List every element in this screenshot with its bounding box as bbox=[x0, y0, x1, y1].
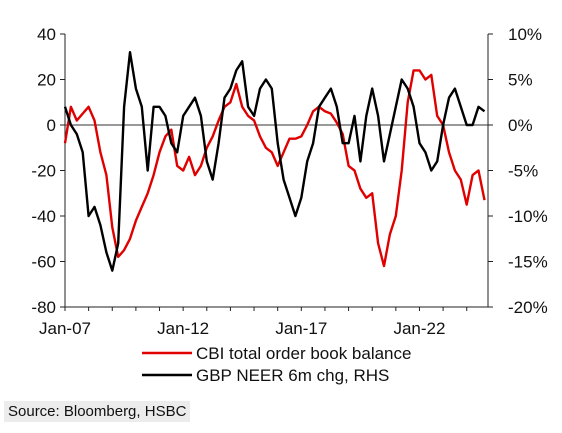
legend: CBI total order book balance GBP NEER 6m … bbox=[142, 344, 411, 385]
right-tick-label: -5% bbox=[508, 162, 538, 181]
series-line-gbp-neer bbox=[63, 51, 486, 272]
left-tick-label: -60 bbox=[31, 253, 56, 272]
right-tick-label: 10% bbox=[508, 25, 542, 44]
right-tick-label: -20% bbox=[508, 298, 548, 317]
left-tick-label: -80 bbox=[31, 298, 56, 317]
legend-label: CBI total order book balance bbox=[196, 344, 411, 363]
left-tick-label: -20 bbox=[31, 162, 56, 181]
right-tick-label: -10% bbox=[508, 207, 548, 226]
legend-label: GBP NEER 6m chg, RHS bbox=[196, 366, 389, 385]
source-note: Source: Bloomberg, HSBC bbox=[4, 401, 191, 422]
left-tick-label: -40 bbox=[31, 207, 56, 226]
x-tick-label: Jan-22 bbox=[393, 319, 445, 338]
x-axis: Jan-07 Jan-12 Jan-17 Jan-22 bbox=[39, 306, 488, 338]
left-tick-label: 0 bbox=[47, 116, 56, 135]
left-tick-label: 40 bbox=[37, 25, 56, 44]
right-y-axis: 10% 5% 0% -5% -10% -15% -20% bbox=[487, 25, 548, 317]
series-line-cbi-order-book bbox=[63, 69, 486, 268]
right-tick-label: 5% bbox=[508, 71, 533, 90]
x-tick-label: Jan-17 bbox=[275, 319, 327, 338]
series-layer bbox=[63, 51, 488, 272]
right-tick-label: -15% bbox=[508, 253, 548, 272]
x-tick-label: Jan-12 bbox=[157, 319, 209, 338]
left-tick-label: 20 bbox=[37, 71, 56, 90]
left-y-axis: 40 20 0 -20 -40 -60 -80 bbox=[31, 25, 66, 317]
x-tick-label: Jan-07 bbox=[39, 319, 91, 338]
right-tick-label: 0% bbox=[508, 116, 533, 135]
